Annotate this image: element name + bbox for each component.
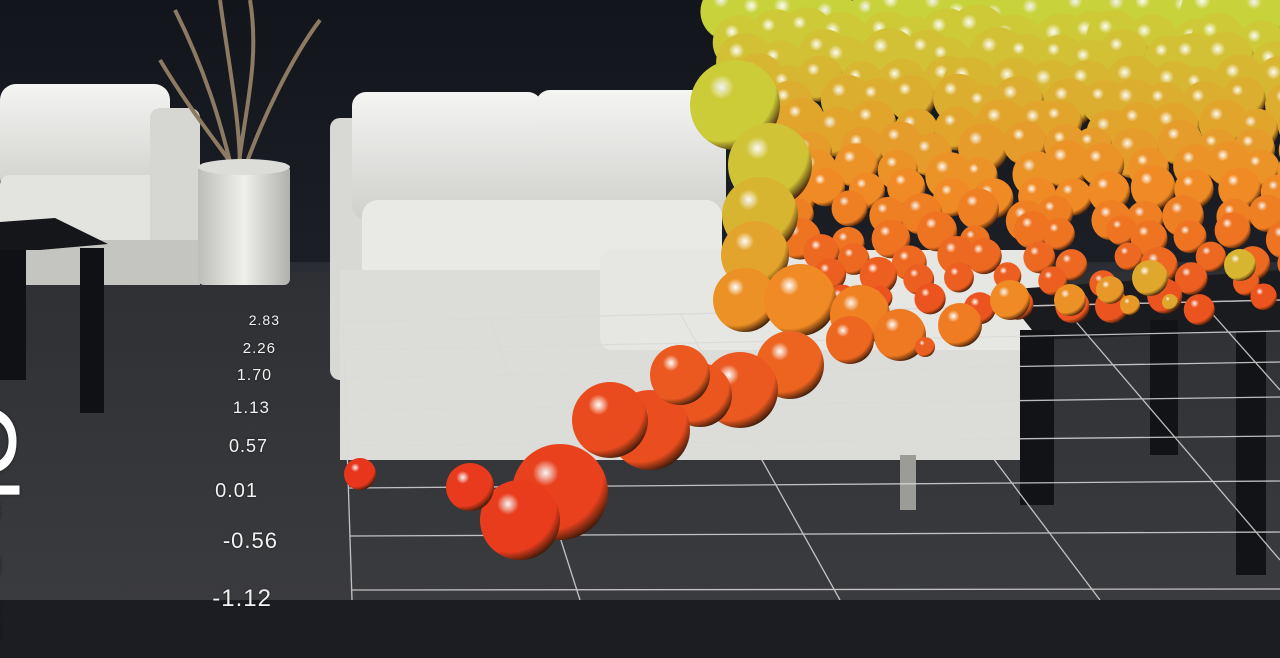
mixed-reality-scene — [0, 0, 1280, 600]
grid-line — [1059, 302, 1280, 561]
y-tick-label: -1.12 — [212, 585, 272, 612]
data-bubble — [837, 243, 870, 275]
bubble-cloud — [344, 0, 1280, 560]
y-tick-label: -0.56 — [222, 528, 278, 553]
y-tick-label: 2.26 — [242, 340, 276, 357]
data-bubble — [1096, 276, 1124, 304]
data-bubble — [1218, 167, 1261, 211]
data-bubble — [1013, 211, 1052, 250]
grid-line — [347, 435, 1280, 447]
y-tick-label: 1.70 — [236, 367, 272, 384]
grid-line — [346, 396, 1280, 411]
data-bubble — [826, 316, 874, 364]
data-bubble — [990, 280, 1030, 320]
data-bubble — [1023, 241, 1056, 274]
grid-line — [879, 307, 1101, 600]
data-bubble — [1265, 221, 1280, 259]
data-bubble — [650, 345, 710, 405]
data-bubble — [1277, 114, 1280, 135]
data-bubble — [1114, 242, 1143, 271]
data-bubble — [764, 264, 836, 336]
grid-line — [342, 321, 353, 600]
data-bubble — [965, 238, 1002, 275]
data-bubble — [713, 268, 777, 332]
data-bubble — [1248, 194, 1280, 233]
data-bubble — [944, 262, 974, 293]
data-bubble — [1250, 283, 1277, 311]
data-bubble — [1183, 294, 1215, 326]
data-bubble — [572, 382, 648, 458]
data-bubble — [1054, 284, 1086, 316]
data-bubble — [1042, 218, 1075, 251]
y-tick-label: 0.57 — [228, 436, 268, 456]
data-bubble — [938, 303, 982, 347]
grid-line — [679, 312, 841, 600]
data-bubble — [480, 480, 560, 560]
data-bubble — [1043, 140, 1092, 189]
data-bubble — [1224, 249, 1256, 281]
data-bubble — [1277, 254, 1280, 272]
data-bubble — [1106, 215, 1137, 246]
data-bubble — [874, 309, 926, 361]
y-tick-label: 1.13 — [232, 398, 270, 417]
data-bubble — [957, 188, 1000, 230]
data-bubble — [914, 283, 946, 315]
grid-line — [351, 588, 1280, 591]
data-bubble — [806, 167, 846, 207]
data-bubble — [1162, 294, 1178, 310]
data-bubble — [1195, 241, 1227, 272]
y-tick-label: 2.83 — [248, 312, 280, 328]
data-bubble — [1174, 262, 1208, 295]
data-bubble — [1120, 295, 1140, 315]
data-bubble — [1130, 165, 1176, 210]
data-bubble — [915, 337, 935, 357]
side-table — [0, 218, 108, 413]
potted-plant — [158, 0, 322, 285]
data-bubble — [1132, 260, 1168, 296]
data-bubble — [1214, 212, 1251, 249]
data-bubble — [446, 463, 494, 511]
y-axis-title: Chan — [0, 401, 37, 658]
y-tick-label: 0.01 — [215, 480, 258, 502]
data-bubble — [859, 256, 898, 295]
data-bubble — [1173, 220, 1207, 254]
data-bubble — [831, 190, 868, 227]
data-bubble — [344, 458, 376, 490]
